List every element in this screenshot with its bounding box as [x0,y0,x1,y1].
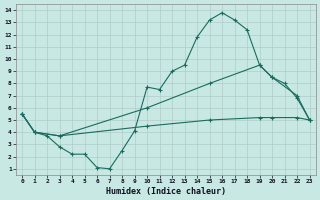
X-axis label: Humidex (Indice chaleur): Humidex (Indice chaleur) [106,187,226,196]
